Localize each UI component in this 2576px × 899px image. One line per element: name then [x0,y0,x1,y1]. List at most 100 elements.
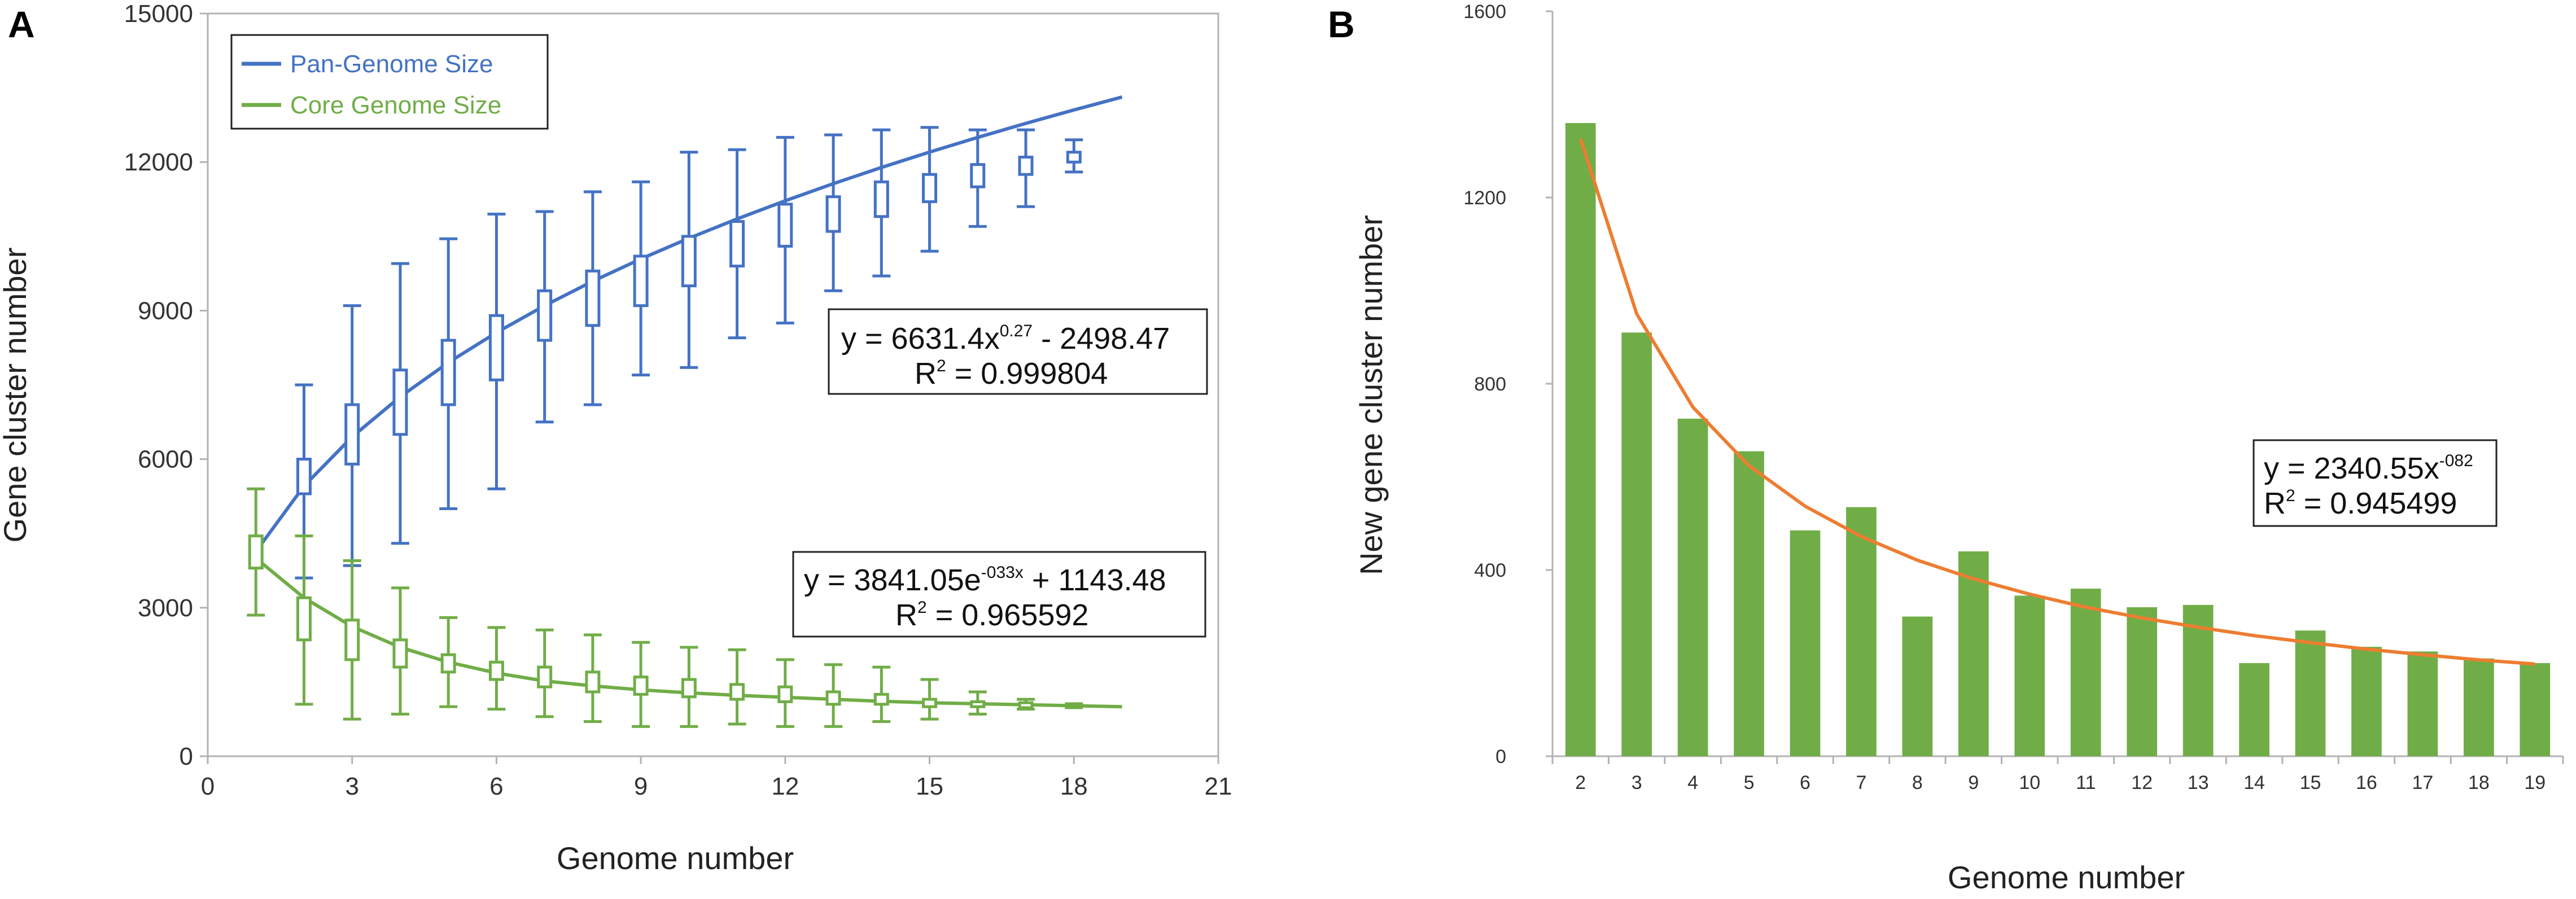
core-box-x7 [535,628,554,718]
bar-19 [2520,663,2551,756]
core-box-x5 [439,616,458,708]
plot-a-axes: 0 3000 6000 9000 12000 15000 0 3 6 9 12 15 18 21 [124,0,1232,800]
panel-b: B 0 400 800 1200 1600 2 3 4 5 6 7 8 9 10 11 12 13 14 15 16 1… [1328,1,2564,895]
pan-r2-value: = 0.999804 [946,357,1108,391]
box-iqr [1018,701,1034,709]
box-iqr [633,255,649,308]
box-iqr [585,269,601,327]
x-tick-label: 18 [1060,773,1088,800]
box-iqr [873,180,889,218]
core-box-x3 [343,559,361,721]
plot-b-y-axis-title: New gene cluster number [1353,215,1389,575]
box-iqr [970,163,986,188]
y-tick-label: 15000 [124,0,193,28]
bar-18 [2463,658,2494,756]
panel-b-letter: B [1328,3,1355,45]
box-iqr [729,683,745,701]
svg-text:R2 = 0.945499: R2 = 0.945499 [2264,486,2457,520]
pan-box-x12 [776,135,794,324]
core-box-x12 [776,658,794,728]
bar-7 [1846,507,1877,756]
plot-a-legend: Pan-Genome Size Core Genome Size [230,34,549,130]
box-iqr [681,678,697,699]
pan-box-x6 [487,212,506,490]
new-gene-equation-box: y = 2340.55x-082 R2 = 0.945499 [2253,439,2498,527]
y-tick-label: 0 [180,743,193,770]
y-tick-label: 400 [1474,560,1506,581]
pan-box-x18 [1065,138,1083,174]
x-tick-label: 12 [2131,772,2153,793]
pan-box-x7 [535,210,554,424]
x-tick-label: 12 [771,773,799,800]
plot-a-marks [247,95,1123,728]
panel-a: A 0 3000 6000 9000 12000 15000 0 3 6 9 12 15 18 21 Ge… [0,0,1232,876]
core-box-x1 [247,487,265,617]
y-tick-label: 3000 [138,594,193,622]
plot-b-marks [1565,123,2551,756]
box-iqr [681,235,697,288]
plot-a-x-axis-title: Genome number [557,840,794,876]
box-iqr [825,195,841,233]
pan-box-x4 [391,262,409,545]
bar-9 [1958,551,1989,756]
box-iqr [970,700,986,708]
pan-box-x8 [583,190,602,406]
bar-17 [2407,651,2438,756]
x-tick-label: 19 [2524,772,2546,793]
core-eq-main: y = 3841.05e [804,563,981,597]
legend-pan-label: Pan-Genome Size [290,50,493,78]
x-tick-label: 9 [634,773,648,800]
x-tick-label: 21 [1205,773,1232,800]
x-tick-label: 8 [1912,772,1923,793]
bar-6 [1790,530,1821,756]
pan-r2-label: R [915,357,937,391]
svg-text:y = 2340.55x-082: y = 2340.55x-082 [2264,451,2473,485]
x-tick-label: 7 [1856,772,1866,793]
core-eq-tail: + 1143.48 [1024,563,1166,597]
box-iqr [777,203,793,248]
x-tick-label: 15 [916,773,943,800]
svg-text:y = 6631.4x0.27 - 2498.47: y = 6631.4x0.27 - 2498.47 [841,322,1170,356]
box-iqr [585,670,601,694]
pan-box-x9 [632,180,650,376]
box-iqr [922,698,938,708]
box-iqr [296,596,312,642]
bar-12 [2127,607,2158,756]
bar-15 [2295,630,2326,756]
new-gene-eq-exponent: -082 [2439,451,2473,470]
svg-text:R2 = 0.965592: R2 = 0.965592 [895,598,1088,632]
box-iqr [537,289,553,342]
pan-eq-tail: - 2498.47 [1033,322,1170,356]
x-tick-label: 10 [2019,772,2040,793]
pan-eq-main: y = 6631.4x [841,322,1000,356]
box-iqr [488,660,504,681]
box-iqr [344,619,360,661]
box-iqr [1066,151,1082,164]
pan-box-x17 [1017,128,1035,208]
x-tick-label: 2 [1575,772,1586,793]
box-iqr [825,690,841,706]
core-r2-label: R [895,598,917,632]
bar-10 [2014,595,2045,756]
core-box-x2 [295,534,313,706]
bar-11 [2070,589,2101,756]
x-tick-label: 6 [1800,772,1810,793]
pan-box-x3 [343,304,361,567]
core-box-x11 [728,648,746,726]
box-iqr [440,653,456,674]
core-box-x17 [1017,698,1035,711]
x-tick-label: 18 [2468,772,2490,793]
box-iqr [537,665,553,688]
plot-a-y-axis-title: Gene cluster number [0,248,33,543]
y-tick-label: 6000 [138,446,193,473]
x-tick-label: 16 [2356,772,2377,793]
box-iqr [392,369,408,436]
pan-box-x10 [680,151,698,369]
box-iqr [633,676,649,696]
box-iqr [440,339,456,406]
core-equation-box: y = 3841.05e-033x + 1143.48 R2 = 0.96559… [792,551,1206,638]
box-iqr [729,220,745,267]
pan-eq-exponent: 0.27 [1000,322,1033,340]
box-iqr [344,403,360,466]
